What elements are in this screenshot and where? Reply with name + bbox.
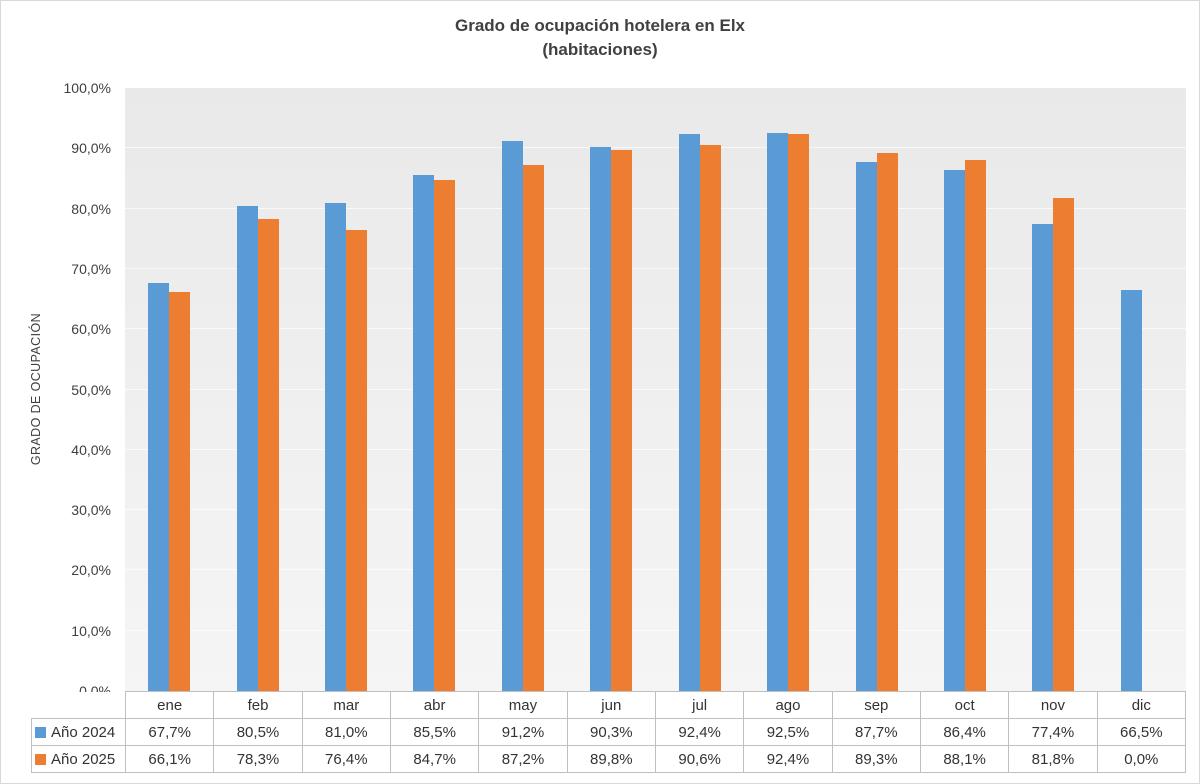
value-cell-dic-año-2024: 66,5% bbox=[1096, 718, 1187, 746]
bar-group-ago bbox=[744, 88, 832, 691]
value-cell-jun-año-2024: 90,3% bbox=[566, 718, 656, 746]
value-cell-ene-año-2024: 67,7% bbox=[124, 718, 215, 746]
value-cell-feb-año-2024: 80,5% bbox=[213, 718, 303, 746]
y-axis-tick-area: 0,0%10,0%20,0%30,0%40,0%50,0%60,0%70,0%8… bbox=[47, 80, 119, 699]
month-header-sep: sep bbox=[831, 691, 921, 719]
plot-area bbox=[125, 87, 1186, 691]
legend-swatch-año-2025 bbox=[35, 753, 46, 765]
y-tick-label: 60,0% bbox=[71, 321, 111, 338]
bar-group-mar bbox=[302, 88, 390, 691]
month-header-nov: nov bbox=[1008, 691, 1098, 719]
value-cell-ene-año-2025: 66,1% bbox=[124, 745, 215, 773]
value-cell-abr-año-2024: 85,5% bbox=[389, 718, 480, 746]
chart-title-block: Grado de ocupación hotelera en Elx (habi… bbox=[1, 14, 1199, 62]
y-tick-label: 50,0% bbox=[71, 381, 111, 398]
bar-group-ene bbox=[125, 88, 213, 691]
y-tick-label: 10,0% bbox=[71, 622, 111, 639]
value-cell-jul-año-2025: 90,6% bbox=[654, 745, 745, 773]
bar-group-abr bbox=[390, 88, 478, 691]
value-cell-nov-año-2025: 81,8% bbox=[1008, 745, 1098, 773]
y-tick-label: 100,0% bbox=[63, 80, 111, 96]
table-corner-cell bbox=[31, 691, 126, 719]
y-axis-title-text: GRADO DE OCUPACIÓN bbox=[29, 313, 43, 466]
y-tick-label: 70,0% bbox=[71, 260, 111, 277]
y-tick-label: 30,0% bbox=[71, 502, 111, 519]
bar-año-2024-ene bbox=[148, 282, 170, 691]
bar-año-2025-mar bbox=[346, 230, 368, 691]
value-cell-may-año-2025: 87,2% bbox=[478, 745, 568, 773]
table-row: Año 2025 66,1% 78,3% 76,4% 84,7% 87,2% 89,8% 90… bbox=[31, 745, 1187, 773]
y-axis-title: GRADO DE OCUPACIÓN bbox=[25, 88, 47, 691]
bar-año-2025-abr bbox=[434, 180, 456, 691]
month-header-ago: ago bbox=[743, 691, 833, 719]
month-header-abr: abr bbox=[389, 691, 480, 719]
bar-año-2024-sep bbox=[855, 162, 877, 691]
bar-group-sep bbox=[832, 88, 920, 691]
bar-año-2025-ago bbox=[788, 133, 810, 691]
bar-año-2024-dic bbox=[1120, 290, 1142, 691]
bar-group-oct bbox=[921, 88, 1009, 691]
chart-title: Grado de ocupación hotelera en Elx bbox=[454, 16, 745, 35]
bar-group-jun bbox=[567, 88, 655, 691]
bar-año-2024-abr bbox=[413, 175, 435, 691]
month-header-dic: dic bbox=[1096, 691, 1187, 719]
bar-group-dic bbox=[1098, 88, 1186, 691]
month-header-oct: oct bbox=[919, 691, 1010, 719]
bar-año-2025-sep bbox=[876, 152, 898, 691]
bar-group-feb bbox=[213, 88, 301, 691]
value-cell-mar-año-2024: 81,0% bbox=[301, 718, 391, 746]
value-cell-nov-año-2024: 77,4% bbox=[1008, 718, 1098, 746]
value-cell-oct-año-2024: 86,4% bbox=[919, 718, 1010, 746]
value-cell-mar-año-2025: 76,4% bbox=[301, 745, 391, 773]
legend-label: Año 2025 bbox=[51, 750, 116, 768]
bar-año-2024-oct bbox=[944, 170, 965, 691]
legend-cell-año-2024: Año 2024 bbox=[31, 718, 126, 746]
value-cell-ago-año-2024: 92,5% bbox=[743, 718, 833, 746]
bar-año-2024-mar bbox=[325, 202, 347, 691]
bar-group-jul bbox=[656, 88, 744, 691]
legend-label: Año 2024 bbox=[51, 723, 116, 741]
value-cell-may-año-2024: 91,2% bbox=[478, 718, 568, 746]
table-row: Año 2024 67,7% 80,5% 81,0% 85,5% 91,2% 90,3% 92… bbox=[31, 718, 1187, 746]
bar-año-2025-feb bbox=[257, 218, 279, 691]
value-cell-jul-año-2024: 92,4% bbox=[654, 718, 745, 746]
bar-group-may bbox=[479, 88, 567, 691]
month-header-ene: ene bbox=[124, 691, 215, 719]
value-cell-feb-año-2025: 78,3% bbox=[213, 745, 303, 773]
bar-año-2024-feb bbox=[236, 205, 258, 691]
bar-año-2024-may bbox=[501, 141, 523, 691]
value-cell-ago-año-2025: 92,4% bbox=[743, 745, 833, 773]
month-header-mar: mar bbox=[301, 691, 391, 719]
value-cell-sep-año-2025: 89,3% bbox=[831, 745, 921, 773]
legend-swatch-año-2024 bbox=[35, 726, 46, 738]
bar-año-2025-jun bbox=[611, 149, 633, 691]
y-tick-label: 40,0% bbox=[71, 441, 111, 458]
data-table: ene feb mar abr may jun jul ago sep oct nov dic Año … bbox=[31, 691, 1187, 773]
y-tick-label: 90,0% bbox=[71, 140, 111, 157]
bar-año-2025-jul bbox=[699, 144, 721, 691]
month-header-jul: jul bbox=[654, 691, 745, 719]
month-header-feb: feb bbox=[213, 691, 303, 719]
bar-año-2025-nov bbox=[1053, 197, 1075, 691]
y-tick-label: 80,0% bbox=[71, 200, 111, 217]
value-cell-dic-año-2025: 0,0% bbox=[1096, 745, 1187, 773]
legend-cell-año-2025: Año 2025 bbox=[31, 745, 126, 773]
y-tick-label: 20,0% bbox=[71, 562, 111, 579]
value-cell-oct-año-2025: 88,1% bbox=[919, 745, 1010, 773]
bar-año-2025-ene bbox=[169, 292, 191, 691]
bar-año-2024-ago bbox=[767, 133, 789, 691]
value-cell-sep-año-2024: 87,7% bbox=[831, 718, 921, 746]
value-cell-abr-año-2025: 84,7% bbox=[389, 745, 480, 773]
bar-año-2024-nov bbox=[1032, 224, 1054, 691]
bar-año-2024-jun bbox=[590, 146, 612, 691]
bar-año-2025-may bbox=[522, 165, 544, 691]
bar-año-2024-jul bbox=[678, 133, 700, 691]
month-header-may: may bbox=[478, 691, 568, 719]
chart-subtitle: (habitaciones) bbox=[542, 39, 658, 59]
month-header-jun: jun bbox=[566, 691, 656, 719]
value-cell-jun-año-2025: 89,8% bbox=[566, 745, 656, 773]
bar-group-nov bbox=[1009, 88, 1097, 691]
bar-año-2025-oct bbox=[965, 159, 986, 691]
